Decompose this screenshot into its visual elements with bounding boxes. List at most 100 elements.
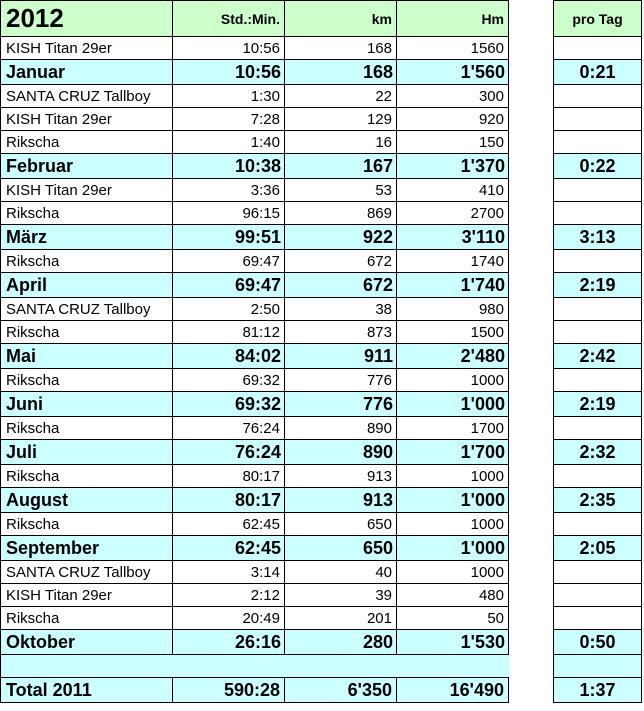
hm-cell[interactable]: 1700 [397, 417, 509, 440]
time-cell[interactable]: 1:30 [173, 85, 285, 108]
pro-tag-cell[interactable]: 3:13 [553, 225, 642, 250]
time-cell[interactable]: 69:32 [173, 392, 285, 417]
time-cell[interactable]: 62:45 [173, 536, 285, 561]
hm-cell[interactable]: 16'490 [397, 677, 509, 703]
hm-cell[interactable]: 2700 [397, 202, 509, 225]
hm-cell[interactable]: 1'000 [397, 536, 509, 561]
label-cell[interactable]: KISH Titan 29er [0, 584, 173, 607]
time-cell[interactable]: 62:45 [173, 513, 285, 536]
time-cell[interactable]: 1:40 [173, 131, 285, 154]
pro-tag-cell[interactable] [553, 202, 642, 225]
pro-tag-cell[interactable] [553, 655, 642, 677]
time-cell[interactable]: 20:49 [173, 607, 285, 630]
km-cell[interactable]: 913 [285, 465, 397, 488]
time-cell[interactable]: 2:50 [173, 298, 285, 321]
label-cell[interactable]: Oktober [0, 630, 173, 655]
pro-tag-cell[interactable]: 2:05 [553, 536, 642, 561]
hm-cell[interactable]: 1'370 [397, 154, 509, 179]
pro-tag-cell[interactable]: 2:19 [553, 392, 642, 417]
km-cell[interactable]: 39 [285, 584, 397, 607]
label-cell[interactable]: Rikscha [0, 202, 173, 225]
hm-cell[interactable]: 1000 [397, 465, 509, 488]
pro-tag-cell[interactable]: 2:32 [553, 440, 642, 465]
hm-cell[interactable]: 300 [397, 85, 509, 108]
time-cell[interactable]: 76:24 [173, 417, 285, 440]
time-cell[interactable]: 69:47 [173, 273, 285, 298]
hm-cell[interactable]: 1'700 [397, 440, 509, 465]
hm-cell[interactable]: 3'110 [397, 225, 509, 250]
pro-tag-cell[interactable] [553, 108, 642, 131]
time-cell[interactable]: 26:16 [173, 630, 285, 655]
hm-cell[interactable]: 980 [397, 298, 509, 321]
pro-tag-cell[interactable] [553, 37, 642, 60]
pro-tag-cell[interactable] [553, 465, 642, 488]
hm-cell[interactable] [397, 655, 509, 677]
time-cell[interactable] [173, 655, 285, 677]
pro-tag-cell[interactable]: 2:42 [553, 344, 642, 369]
pro-tag-cell[interactable]: 1:37 [553, 677, 642, 703]
km-cell[interactable]: 922 [285, 225, 397, 250]
time-cell[interactable]: 590:28 [173, 677, 285, 703]
label-cell[interactable] [0, 655, 173, 677]
time-cell[interactable]: 69:47 [173, 250, 285, 273]
km-cell[interactable]: 168 [285, 37, 397, 60]
km-cell[interactable]: 650 [285, 536, 397, 561]
header-km[interactable]: km [285, 0, 397, 37]
pro-tag-cell[interactable]: 2:19 [553, 273, 642, 298]
km-cell[interactable]: 911 [285, 344, 397, 369]
time-cell[interactable]: 10:56 [173, 60, 285, 85]
header-time[interactable]: Std.:Min. [173, 0, 285, 37]
label-cell[interactable]: Rikscha [0, 321, 173, 344]
label-cell[interactable]: Juni [0, 392, 173, 417]
header-pro-tag[interactable]: pro Tag [553, 0, 642, 37]
time-cell[interactable]: 69:32 [173, 369, 285, 392]
hm-cell[interactable]: 2'480 [397, 344, 509, 369]
label-cell[interactable]: Juli [0, 440, 173, 465]
km-cell[interactable]: 873 [285, 321, 397, 344]
km-cell[interactable]: 913 [285, 488, 397, 513]
hm-cell[interactable]: 1'740 [397, 273, 509, 298]
label-cell[interactable]: September [0, 536, 173, 561]
km-cell[interactable]: 890 [285, 440, 397, 465]
hm-cell[interactable]: 920 [397, 108, 509, 131]
pro-tag-cell[interactable]: 2:35 [553, 488, 642, 513]
label-cell[interactable]: Februar [0, 154, 173, 179]
time-cell[interactable]: 84:02 [173, 344, 285, 369]
pro-tag-cell[interactable]: 0:50 [553, 630, 642, 655]
km-cell[interactable]: 38 [285, 298, 397, 321]
hm-cell[interactable]: 410 [397, 179, 509, 202]
hm-cell[interactable]: 50 [397, 607, 509, 630]
hm-cell[interactable]: 150 [397, 131, 509, 154]
time-cell[interactable]: 80:17 [173, 488, 285, 513]
hm-cell[interactable]: 1000 [397, 369, 509, 392]
label-cell[interactable]: März [0, 225, 173, 250]
km-cell[interactable]: 776 [285, 369, 397, 392]
label-cell[interactable]: Rikscha [0, 513, 173, 536]
time-cell[interactable]: 10:38 [173, 154, 285, 179]
label-cell[interactable]: Rikscha [0, 369, 173, 392]
km-cell[interactable]: 280 [285, 630, 397, 655]
label-cell[interactable]: Mai [0, 344, 173, 369]
km-cell[interactable]: 890 [285, 417, 397, 440]
pro-tag-cell[interactable] [553, 561, 642, 584]
label-cell[interactable]: KISH Titan 29er [0, 37, 173, 60]
hm-cell[interactable]: 1'000 [397, 488, 509, 513]
label-cell[interactable]: SANTA CRUZ Tallboy [0, 298, 173, 321]
label-cell[interactable]: Rikscha [0, 465, 173, 488]
time-cell[interactable]: 3:14 [173, 561, 285, 584]
time-cell[interactable]: 2:12 [173, 584, 285, 607]
pro-tag-cell[interactable] [553, 131, 642, 154]
km-cell[interactable]: 650 [285, 513, 397, 536]
pro-tag-cell[interactable] [553, 298, 642, 321]
hm-cell[interactable]: 1740 [397, 250, 509, 273]
km-cell[interactable]: 16 [285, 131, 397, 154]
label-cell[interactable]: August [0, 488, 173, 513]
km-cell[interactable]: 201 [285, 607, 397, 630]
hm-cell[interactable]: 1000 [397, 561, 509, 584]
km-cell[interactable]: 53 [285, 179, 397, 202]
header-hm[interactable]: Hm [397, 0, 509, 37]
time-cell[interactable]: 80:17 [173, 465, 285, 488]
km-cell[interactable]: 40 [285, 561, 397, 584]
label-cell[interactable]: Rikscha [0, 250, 173, 273]
km-cell[interactable]: 672 [285, 250, 397, 273]
